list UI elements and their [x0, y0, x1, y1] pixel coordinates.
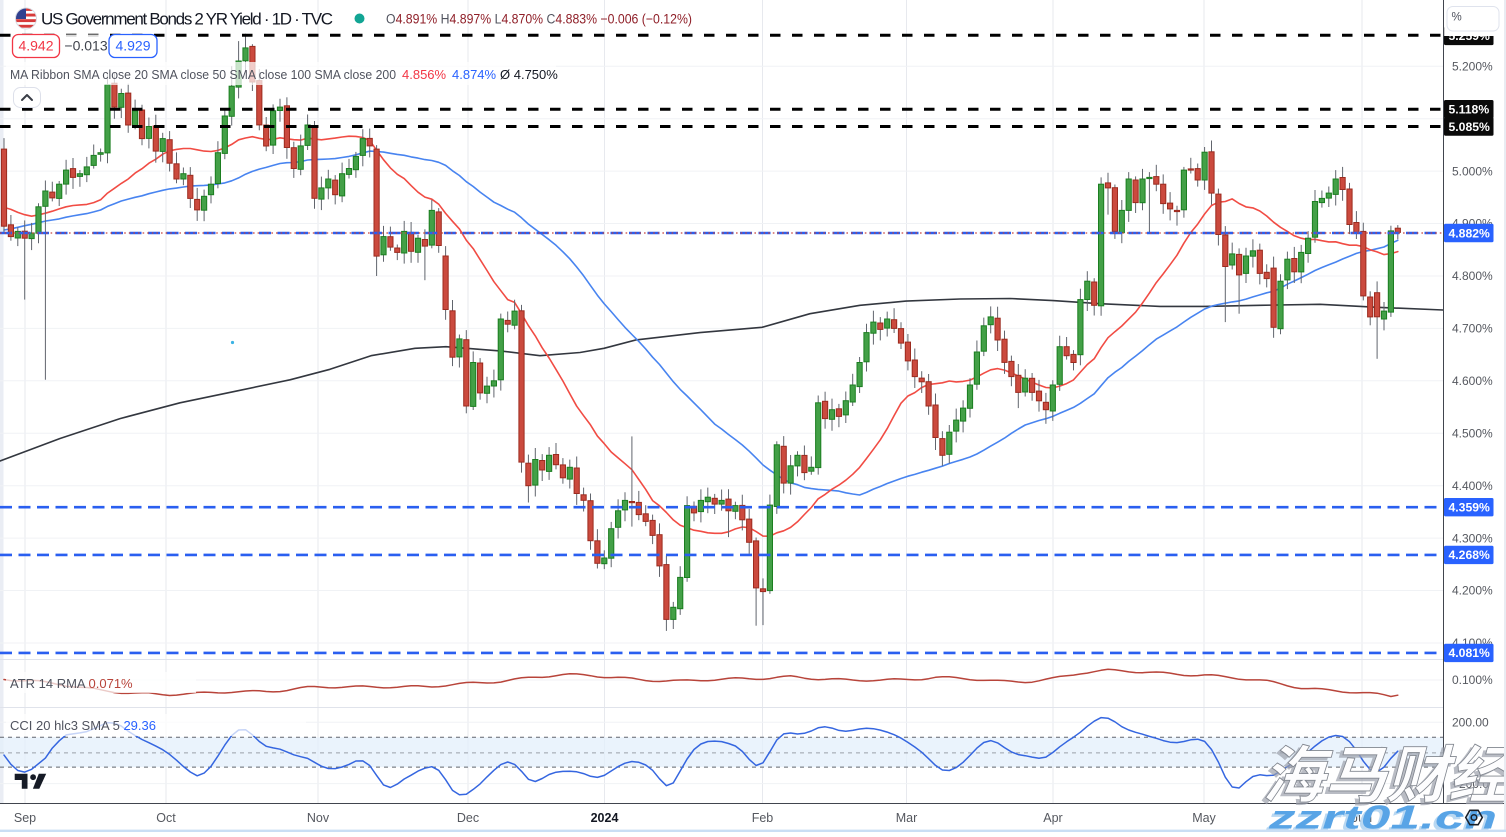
svg-text:Nov: Nov [307, 811, 330, 825]
svg-text:5.118%: 5.118% [1449, 103, 1490, 117]
svg-text:4.882%: 4.882% [1449, 226, 1490, 240]
svg-text:Apr: Apr [1043, 811, 1062, 825]
svg-text:Feb: Feb [752, 811, 774, 825]
svg-text:Dec: Dec [457, 811, 479, 825]
svg-text:200.00: 200.00 [1452, 716, 1489, 730]
svg-text:4.856%: 4.856% [402, 67, 447, 82]
svg-text:4.600%: 4.600% [1452, 374, 1493, 388]
svg-text:4.874%: 4.874% [452, 67, 497, 82]
svg-text:4.500%: 4.500% [1452, 426, 1493, 440]
svg-text:O4.891% H4.897% L4.870% C4.883: O4.891% H4.897% L4.870% C4.883% −0.006 (… [386, 12, 692, 27]
svg-text:4.300%: 4.300% [1452, 531, 1493, 545]
svg-text:4.268%: 4.268% [1449, 548, 1490, 562]
svg-text:MA Ribbon SMA close 20 SMA clo: MA Ribbon SMA close 20 SMA close 50 SMA … [10, 67, 396, 82]
svg-text:Sep: Sep [14, 811, 36, 825]
svg-text:4.800%: 4.800% [1452, 269, 1493, 283]
svg-text:4.942: 4.942 [18, 38, 53, 54]
svg-text:US Government Bonds 2 YR Yield: US Government Bonds 2 YR Yield · 1D · TV… [41, 10, 333, 29]
svg-text:Mar: Mar [896, 811, 918, 825]
svg-text:4.200%: 4.200% [1452, 584, 1493, 598]
svg-text:5.000%: 5.000% [1452, 164, 1493, 178]
svg-text:Oct: Oct [156, 811, 176, 825]
svg-text:2024: 2024 [591, 811, 619, 825]
svg-text:CCI 20 hlc3 SMA 5 29.36: CCI 20 hlc3 SMA 5 29.36 [10, 718, 156, 733]
svg-text:%: % [1452, 12, 1462, 24]
svg-text:0.100%: 0.100% [1452, 673, 1493, 687]
svg-text:Ø 4.750%: Ø 4.750% [500, 67, 558, 82]
svg-text:5.200%: 5.200% [1452, 59, 1493, 73]
svg-text:4.081%: 4.081% [1449, 646, 1490, 660]
svg-text:zzrt01.cn: zzrt01.cn [1267, 799, 1497, 833]
svg-text:May: May [1192, 811, 1216, 825]
svg-text:4.929: 4.929 [115, 38, 150, 54]
svg-text:4.400%: 4.400% [1452, 479, 1493, 493]
svg-text:−0.013: −0.013 [64, 38, 107, 54]
svg-text:Jun: Jun [1352, 811, 1372, 825]
svg-text:5.085%: 5.085% [1449, 120, 1490, 134]
svg-text:4.359%: 4.359% [1449, 500, 1490, 514]
svg-text:4.700%: 4.700% [1452, 322, 1493, 336]
svg-text:ATR 14 RMA 0.071%: ATR 14 RMA 0.071% [10, 676, 133, 691]
